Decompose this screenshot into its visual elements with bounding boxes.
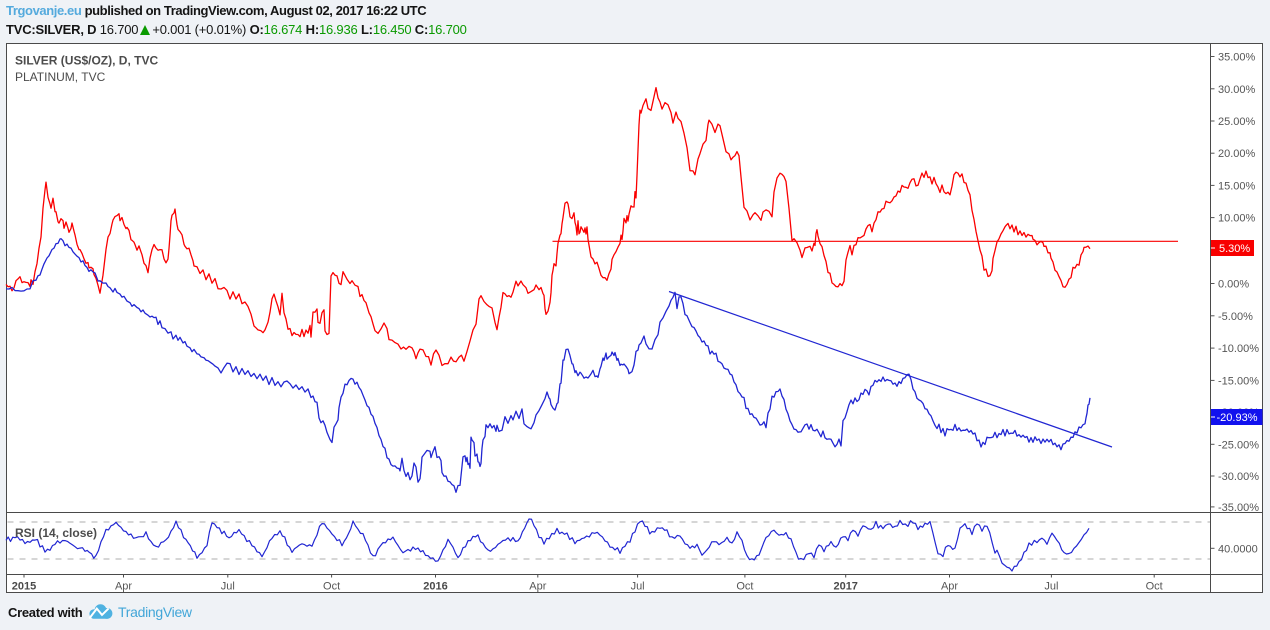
svg-text:-10.00%: -10.00% [1218, 343, 1259, 355]
svg-text:2017: 2017 [833, 581, 857, 593]
svg-text:5.30%: 5.30% [1219, 243, 1250, 255]
svg-text:10.00%: 10.00% [1218, 213, 1256, 225]
svg-text:-35.00%: -35.00% [1218, 502, 1259, 514]
svg-text:-15.00%: -15.00% [1218, 375, 1259, 387]
svg-text:RSI (14, close): RSI (14, close) [15, 526, 97, 540]
svg-text:SILVER (US$/OZ), D, TVC: SILVER (US$/OZ), D, TVC [15, 54, 158, 68]
svg-text:Apr: Apr [941, 581, 958, 593]
svg-text:Oct: Oct [736, 581, 753, 593]
svg-text:Jul: Jul [1044, 581, 1058, 593]
svg-text:2016: 2016 [423, 581, 447, 593]
svg-text:2015: 2015 [12, 581, 36, 593]
svg-text:Oct: Oct [1146, 581, 1163, 593]
svg-text:20.00%: 20.00% [1218, 148, 1256, 160]
svg-text:Oct: Oct [323, 581, 340, 593]
svg-text:Apr: Apr [529, 581, 546, 593]
svg-text:0.00%: 0.00% [1218, 279, 1249, 291]
svg-text:-30.00%: -30.00% [1218, 471, 1259, 483]
svg-text:Jul: Jul [631, 581, 645, 593]
svg-text:25.00%: 25.00% [1218, 116, 1256, 128]
svg-text:-5.00%: -5.00% [1218, 311, 1253, 323]
svg-text:40.0000: 40.0000 [1218, 543, 1258, 555]
svg-text:30.00%: 30.00% [1218, 84, 1256, 96]
svg-text:Jul: Jul [221, 581, 235, 593]
svg-text:15.00%: 15.00% [1218, 180, 1256, 192]
svg-text:-25.00%: -25.00% [1218, 439, 1259, 451]
svg-text:PLATINUM, TVC: PLATINUM, TVC [15, 70, 106, 84]
svg-text:35.00%: 35.00% [1218, 52, 1256, 64]
svg-text:-20.93%: -20.93% [1217, 412, 1258, 424]
svg-text:Apr: Apr [115, 581, 132, 593]
